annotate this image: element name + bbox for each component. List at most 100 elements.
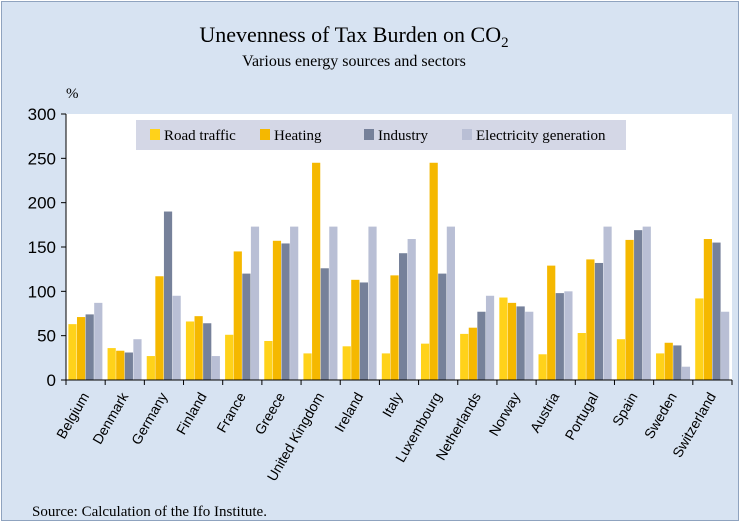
bar-heating-greece: [272, 240, 282, 380]
bar-road-traffic-germany: [146, 356, 155, 380]
bar-road-traffic-norway: [499, 297, 508, 380]
bar-electricity-generation-france: [250, 226, 260, 380]
bar-heating-netherlands: [468, 327, 477, 380]
x-tick-label: Belgium: [53, 390, 92, 442]
bar-road-traffic-switzerland: [695, 298, 704, 380]
y-tick-label: 300: [28, 105, 56, 124]
bar-heating-united-kingdom: [312, 162, 321, 380]
bar-industry-italy: [399, 253, 408, 380]
bar-electricity-generation-portugal: [603, 226, 612, 380]
y-tick-label: 250: [28, 149, 56, 168]
bar-industry-norway: [516, 306, 525, 380]
y-tick-label: 50: [37, 327, 56, 346]
bar-road-traffic-ireland: [342, 346, 351, 380]
legend-label: Heating: [274, 128, 322, 144]
bar-road-traffic-spain: [616, 339, 626, 380]
bar-road-traffic-denmark: [107, 348, 116, 380]
bar-industry-denmark: [124, 352, 133, 380]
x-tick-label: Denmark: [89, 389, 132, 447]
x-tick-label: Finland: [173, 390, 210, 438]
x-tick-label: Spain: [609, 390, 641, 429]
x-tick-label: Italy: [379, 390, 406, 420]
bar-heating-ireland: [351, 279, 360, 380]
bar-heating-portugal: [586, 259, 595, 380]
bar-road-traffic-belgium: [68, 324, 77, 380]
bar-industry-austria: [555, 293, 564, 380]
bar-industry-spain: [634, 230, 643, 380]
x-tick-label: Germany: [128, 390, 171, 448]
y-tick-label: 100: [28, 282, 56, 301]
bar-road-traffic-sweden: [656, 353, 665, 380]
bar-industry-portugal: [594, 262, 604, 380]
x-tick-label: Austria: [527, 389, 563, 435]
x-tick-label: Norway: [486, 390, 524, 439]
bar-industry-united-kingdom: [320, 268, 329, 380]
bar-electricity-generation-austria: [564, 291, 573, 380]
bar-electricity-generation-finland: [211, 356, 220, 380]
bar-electricity-generation-netherlands: [485, 295, 495, 380]
bar-electricity-generation-belgium: [94, 302, 103, 380]
chart-subtitle: Various energy sources and sectors: [242, 53, 466, 70]
bar-electricity-generation-switzerland: [721, 311, 730, 380]
bar-road-traffic-france: [225, 334, 234, 380]
bar-electricity-generation-ireland: [368, 226, 377, 380]
bar-road-traffic-netherlands: [460, 333, 469, 380]
bar-heating-france: [233, 251, 242, 380]
y-tick-label: 0: [47, 371, 56, 390]
x-tick-label: Sweden: [641, 390, 680, 442]
legend: Road traffic Heating Industry Electricity g…: [150, 128, 606, 144]
source-note: Source: Calculation of the Ifo Institute…: [32, 504, 267, 520]
bar-industry-netherlands: [477, 311, 486, 380]
bar-electricity-generation-italy: [407, 239, 416, 380]
bar-heating-sweden: [664, 342, 673, 380]
bar-heating-germany: [155, 276, 164, 380]
bar-industry-france: [242, 273, 251, 380]
bar-heating-norway: [507, 302, 517, 380]
legend-label: Industry: [378, 128, 428, 144]
bar-industry-luxembourg: [438, 273, 447, 380]
bar-industry-switzerland: [712, 242, 721, 380]
bar-industry-belgium: [85, 314, 94, 380]
bar-industry-finland: [203, 323, 212, 380]
bar-electricity-generation-norway: [525, 311, 534, 380]
bar-heating-spain: [625, 239, 634, 380]
bar-heating-italy: [390, 275, 399, 380]
bar-road-traffic-luxembourg: [420, 343, 430, 380]
legend-swatch: [150, 129, 160, 140]
y-axis: 0 50 100 150 200 250 300: [28, 105, 67, 390]
legend-box: [136, 120, 626, 150]
bar-electricity-generation-spain: [642, 226, 651, 380]
legend-label: Electricity generation: [476, 128, 606, 144]
x-tick-label: Portugal: [562, 390, 602, 443]
bar-heating-finland: [194, 316, 203, 380]
x-tick-label: Greece: [251, 389, 288, 437]
legend-swatch: [364, 129, 374, 140]
bars-layer: [68, 162, 730, 380]
bar-heating-austria: [547, 265, 556, 380]
bar-road-traffic-finland: [185, 321, 195, 380]
bar-electricity-generation-united-kingdom: [329, 226, 338, 380]
legend-swatch: [462, 129, 472, 140]
bar-electricity-generation-luxembourg: [446, 226, 455, 380]
y-tick-label: 200: [28, 194, 56, 213]
bar-heating-denmark: [116, 350, 125, 380]
bar-heating-luxembourg: [429, 162, 438, 380]
bar-industry-ireland: [359, 282, 369, 380]
bar-road-traffic-austria: [538, 354, 547, 380]
bar-road-traffic-portugal: [577, 333, 586, 380]
bar-heating-belgium: [76, 317, 86, 380]
bar-heating-switzerland: [703, 239, 713, 380]
y-tick-label: 150: [28, 238, 56, 257]
bar-industry-sweden: [673, 345, 682, 380]
bar-industry-greece: [281, 243, 290, 380]
legend-swatch: [260, 129, 270, 140]
x-tick-label: Ireland: [331, 390, 366, 435]
bar-electricity-generation-germany: [172, 295, 181, 380]
x-tick-label: France: [213, 389, 249, 435]
bar-industry-germany: [163, 211, 173, 380]
legend-label: Road traffic: [164, 128, 236, 144]
bar-road-traffic-italy: [381, 353, 390, 380]
